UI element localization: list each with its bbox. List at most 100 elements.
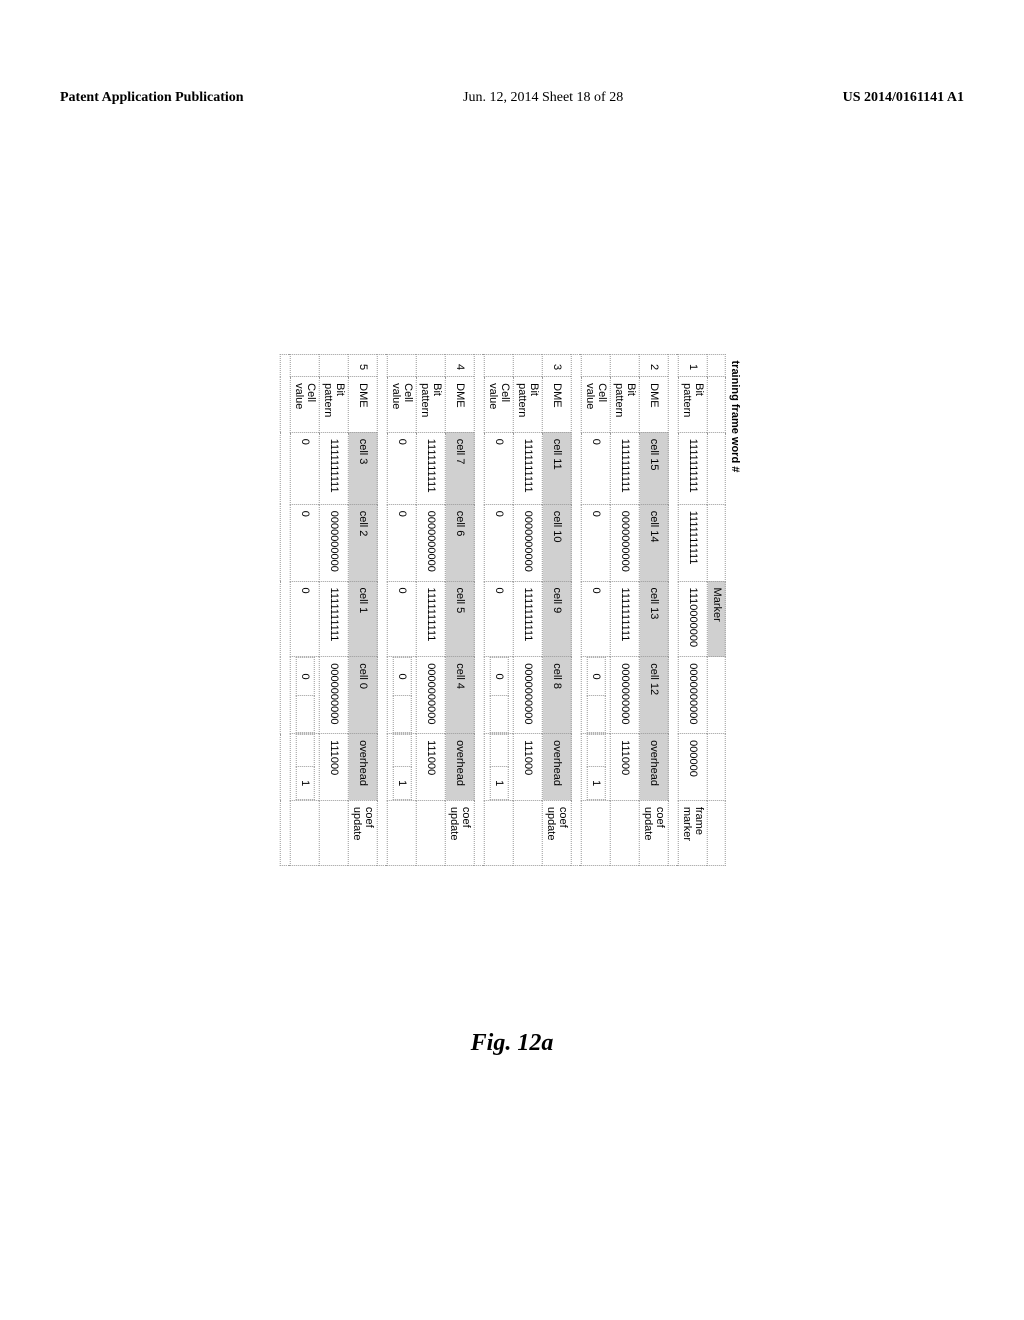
table-cell: 111000 xyxy=(514,734,543,801)
table-cell: 1111111111 xyxy=(417,432,446,504)
table-cell xyxy=(708,734,726,801)
table-cell: cell 11 xyxy=(543,432,572,504)
table-cell: 0 xyxy=(388,432,417,504)
table-cell: 1111111111 xyxy=(417,581,446,657)
table-cell: cell 1 xyxy=(349,581,378,657)
table-cell: 0000000000 xyxy=(611,504,640,581)
table-cell: 111000 xyxy=(611,734,640,801)
table-cell: Cell value xyxy=(388,377,417,433)
annotation-cell: frame marker xyxy=(679,800,708,865)
table-cell xyxy=(582,800,611,865)
header-mid: Jun. 12, 2014 Sheet 18 of 28 xyxy=(463,90,623,106)
annotation-cell: coef update xyxy=(446,800,475,865)
table-cell: overhead xyxy=(640,734,669,801)
table-cell: 5 xyxy=(349,355,378,377)
table-cell: cell 0 xyxy=(349,657,378,734)
table-row: Cell value00001 xyxy=(485,355,514,866)
table-cell: 0 xyxy=(582,657,611,734)
table-cell: 1111111111 xyxy=(514,432,543,504)
table-cell: Bit pattern xyxy=(514,377,543,433)
table-cell: Bit pattern xyxy=(611,377,640,433)
table-cell: 1111111111 xyxy=(679,432,708,504)
table-cell xyxy=(485,355,514,377)
table-cell: 0000000000 xyxy=(320,657,349,734)
table-cell: DME xyxy=(446,377,475,433)
figure-caption: Fig. 12a xyxy=(0,1030,1024,1057)
table-cell: 1111111111 xyxy=(320,432,349,504)
table-cell: 0 xyxy=(291,504,320,581)
table-cell: cell 5 xyxy=(446,581,475,657)
table-cell: cell 15 xyxy=(640,432,669,504)
table-title: training frame word # xyxy=(726,355,744,866)
table-cell: 1111111111 xyxy=(514,581,543,657)
table-cell: cell 14 xyxy=(640,504,669,581)
header-left: Patent Application Publication xyxy=(60,90,244,106)
table-cell: 0 xyxy=(485,432,514,504)
table-cell: DME xyxy=(640,377,669,433)
table-cell: 0000000000 xyxy=(417,504,446,581)
table-cell: Bit pattern xyxy=(417,377,446,433)
table-cell: 0 xyxy=(582,504,611,581)
annotation-cell: coef update xyxy=(640,800,669,865)
table-cell: 0 xyxy=(485,504,514,581)
table-cell: 0 xyxy=(582,581,611,657)
table-cell: 0000000000 xyxy=(679,657,708,734)
table-cell xyxy=(417,355,446,377)
table-row: Marker xyxy=(708,355,726,866)
table-cell: cell 9 xyxy=(543,581,572,657)
table-cell xyxy=(708,657,726,734)
table-cell: 1111111111 xyxy=(611,581,640,657)
annotation-cell xyxy=(514,800,543,865)
spacer-row xyxy=(378,355,388,866)
table-cell: 1 xyxy=(291,734,320,801)
table-cell: cell 8 xyxy=(543,657,572,734)
table-cell: DME xyxy=(349,377,378,433)
table-cell: Cell value xyxy=(485,377,514,433)
table-cell xyxy=(582,355,611,377)
table-cell: 0000000000 xyxy=(320,504,349,581)
table-cell: 1110000000 xyxy=(679,581,708,657)
table-cell: 0 xyxy=(388,581,417,657)
table-row: 5DMEcell 3cell 2cell 1cell 0overheadcoef… xyxy=(349,355,378,866)
training-frame-table: training frame word # Marker1Bit pattern… xyxy=(280,354,744,866)
annotation-cell xyxy=(320,800,349,865)
table-cell xyxy=(281,355,291,866)
table-cell xyxy=(475,355,485,866)
table-cell: cell 12 xyxy=(640,657,669,734)
table-cell xyxy=(708,800,726,865)
table-cell: cell 2 xyxy=(349,504,378,581)
table-cell xyxy=(378,355,388,866)
marker-header: Marker xyxy=(708,581,726,657)
page-header: Patent Application Publication Jun. 12, … xyxy=(60,90,964,106)
table-cell: 0 xyxy=(388,657,417,734)
spacer-row xyxy=(475,355,485,866)
table-cell: overhead xyxy=(349,734,378,801)
table-cell xyxy=(388,800,417,865)
table-cell: 0 xyxy=(582,432,611,504)
table-cell: cell 6 xyxy=(446,504,475,581)
table-cell: 111000 xyxy=(417,734,446,801)
header-right: US 2014/0161141 A1 xyxy=(843,90,964,106)
table-cell: overhead xyxy=(446,734,475,801)
training-frame-table-wrap: training frame word # Marker1Bit pattern… xyxy=(280,354,744,866)
table-cell: 0 xyxy=(388,504,417,581)
table-row: Cell value00001 xyxy=(291,355,320,866)
table-cell: 0000000000 xyxy=(514,504,543,581)
table-cell xyxy=(291,800,320,865)
table-cell: 4 xyxy=(446,355,475,377)
table-cell: 1111111111 xyxy=(679,504,708,581)
table-row: Bit pattern11111111110000000000111111111… xyxy=(320,355,349,866)
table-cell: Cell value xyxy=(582,377,611,433)
spacer-row xyxy=(669,355,679,866)
spacer-row xyxy=(281,355,291,866)
table-cell: 1111111111 xyxy=(611,432,640,504)
table-cell: 0000000000 xyxy=(514,657,543,734)
table-cell: overhead xyxy=(543,734,572,801)
table-cell: 3 xyxy=(543,355,572,377)
annotation-cell: coef update xyxy=(543,800,572,865)
annotation-cell xyxy=(417,800,446,865)
table-cell xyxy=(291,355,320,377)
table-cell: 1 xyxy=(485,734,514,801)
table-cell xyxy=(669,355,679,866)
table-cell xyxy=(485,800,514,865)
